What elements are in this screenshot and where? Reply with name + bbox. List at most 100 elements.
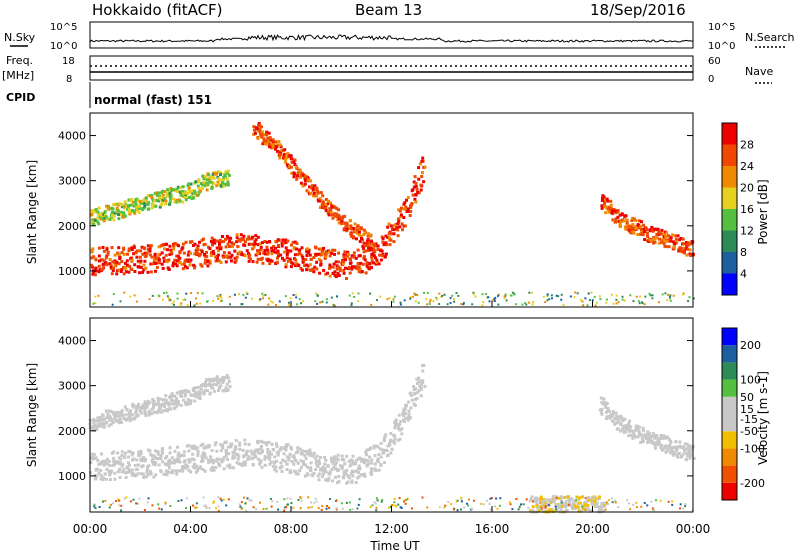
- velocity-echo-cell: [169, 461, 173, 465]
- velocity-echo-cell: [606, 408, 610, 412]
- velocity-echo-cell: [183, 394, 187, 398]
- power-echo-cell: [357, 265, 361, 269]
- velocity-echo-cell: [345, 454, 349, 458]
- power-echo-cell: [240, 253, 244, 257]
- velocity-echo-cell: [204, 380, 207, 384]
- velocity-speckle-cell: [467, 504, 470, 507]
- power-speckle-cell: [530, 292, 533, 294]
- power-echo-cell: [640, 220, 643, 224]
- power-echo-cell: [367, 232, 370, 236]
- velocity-echo-cell: [126, 470, 130, 474]
- power-echo-cell: [157, 252, 161, 256]
- power-echo-cell: [297, 264, 301, 267]
- velocity-speckle-cell: [640, 505, 643, 508]
- power-echo-cell: [111, 269, 115, 272]
- velocity-echo-cell: [125, 408, 129, 411]
- power-echo-cell: [275, 149, 279, 153]
- velocity-echo-cell: [536, 509, 540, 513]
- power-echo-cell: [181, 267, 185, 271]
- velocity-echo-cell: [415, 377, 419, 381]
- power-echo-cell: [127, 204, 131, 207]
- power-echo-cell: [667, 234, 671, 238]
- power-echo-cell: [378, 253, 382, 257]
- velocity-echo-cell: [124, 413, 128, 417]
- velocity-speckle-cell: [222, 498, 225, 501]
- power-echo-cell: [407, 207, 410, 211]
- velocity-echo-cell: [662, 435, 666, 438]
- power-speckle-cell: [436, 298, 439, 301]
- power-echo-cell: [690, 240, 694, 243]
- power-echo-cell: [217, 249, 220, 252]
- velocity-echo-cell: [96, 459, 100, 463]
- power-echo-cell: [146, 270, 150, 274]
- velocity-speckle-cell: [147, 497, 150, 500]
- velocity-echo-cell: [94, 477, 98, 481]
- power-echo-cell: [368, 233, 372, 237]
- velocity-echo-cell: [346, 480, 350, 484]
- velocity-echo-cell: [152, 399, 156, 403]
- velocity-echo-cell: [157, 402, 161, 406]
- velocity-echo-cell: [182, 398, 186, 402]
- velocity-echo-cell: [408, 392, 412, 396]
- power-echo-cell: [211, 241, 215, 245]
- power-colorbar-label: Power [dB]: [756, 179, 770, 244]
- velocity-echo-cell: [115, 461, 119, 465]
- power-echo-cell: [662, 241, 666, 245]
- power-echo-cell: [368, 262, 372, 265]
- velocity-speckle-cell: [117, 498, 120, 501]
- power-echo-cell: [253, 131, 257, 135]
- power-echo-cell: [600, 206, 604, 210]
- power-echo-cell: [182, 251, 186, 255]
- velocity-echo-cell: [602, 509, 606, 513]
- power-echo-cell: [138, 200, 142, 203]
- velocity-echo-cell: [294, 459, 298, 463]
- power-echo-cell: [412, 180, 416, 184]
- power-echo-band: [90, 156, 427, 280]
- power-echo-cell: [263, 240, 267, 243]
- velocity-echo-cell: [120, 410, 124, 414]
- velocity-echo-cell: [127, 449, 131, 453]
- power-echo-cell: [686, 247, 690, 251]
- power-echo-cell: [175, 187, 179, 191]
- power-speckle-cell: [119, 300, 122, 303]
- power-echo-cell: [416, 190, 420, 194]
- power-echo-cell: [261, 241, 264, 245]
- power-echo-cell: [180, 190, 184, 194]
- velocity-echo-cell: [330, 468, 334, 472]
- velocity-echo-cell: [263, 454, 267, 458]
- velocity-echo-cell: [576, 505, 580, 509]
- power-echo-cell: [616, 215, 620, 219]
- velocity-echo-cell: [224, 448, 228, 452]
- power-echo-cell: [169, 248, 173, 252]
- power-echo-cell: [92, 268, 96, 272]
- power-speckle-cell: [623, 299, 626, 302]
- velocity-echo-cell: [689, 454, 693, 458]
- velocity-echo-cell: [303, 454, 307, 458]
- power-echo-cell: [145, 196, 148, 200]
- power-echo-cell: [345, 255, 349, 259]
- velocity-speckle-cell: [307, 506, 310, 509]
- velocity-echo-cell: [559, 502, 563, 506]
- power-echo-cell: [172, 247, 176, 251]
- power-echo-cell: [124, 266, 127, 270]
- velocity-speckle-cell: [617, 506, 620, 509]
- velocity-echo-cell: [659, 434, 663, 437]
- velocity-echo-cell: [118, 476, 122, 479]
- velocity-speckle-cell: [537, 504, 540, 507]
- power-echo-cell: [97, 254, 101, 258]
- power-echo-cell: [280, 244, 284, 248]
- velocity-echo-cell: [156, 410, 160, 414]
- velocity-echo-cell: [292, 456, 296, 459]
- power-echo-cell: [629, 231, 633, 235]
- power-echo-cell: [357, 228, 361, 232]
- velocity-echo-cell: [129, 409, 132, 413]
- power-speckle-cell: [186, 304, 189, 307]
- power-echo-cell: [276, 249, 280, 253]
- velocity-echo-cell: [383, 461, 386, 465]
- velocity-echo-cell: [96, 425, 100, 428]
- power-echo-cell: [202, 181, 206, 185]
- velocity-speckle-cell: [349, 508, 352, 511]
- velocity-echo-cell: [173, 394, 177, 398]
- velocity-speckle-cell: [498, 504, 501, 507]
